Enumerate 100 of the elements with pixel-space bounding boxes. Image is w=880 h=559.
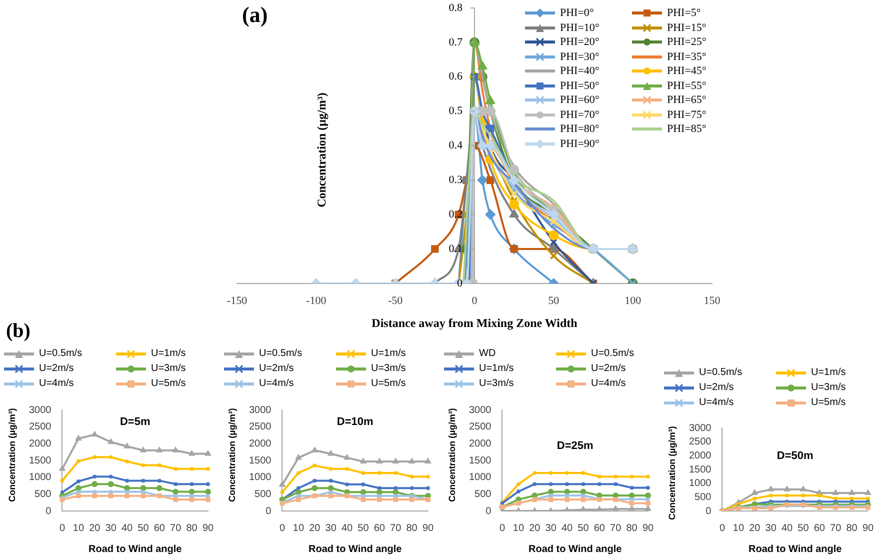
y-tick-label: 2000 [28,438,52,450]
legend-label: U=2m/s [699,382,734,393]
x-tick-label: 70 [830,522,842,534]
x-tick-label: 60 [814,522,826,534]
x-tick-label: 70 [390,522,402,534]
legend-label: U=4m/s [591,378,626,389]
x-tick-label: 90 [642,522,654,534]
y-axis-title: Concentration (µg/m³) [227,408,237,502]
y-axis-title: Concentration (µg/m³) [447,408,457,502]
chart-title: (a) [242,2,268,28]
legend-label: PHI=70° [560,108,600,121]
legend-label: U=1m/s [479,363,514,374]
x-tick-label: 40 [121,522,134,534]
y-axis-title: Concentration (µg/m³) [7,408,17,502]
x-tick-label: 150 [704,294,721,307]
legend-label: U=4m/s [39,378,74,389]
x-tick-label: 30 [765,522,777,534]
legend-label: PHI=65° [667,94,706,106]
x-tick-label: 20 [529,522,541,534]
legend-label: U=2m/s [39,363,74,374]
y-tick-label: 500 [34,488,52,500]
y-tick-label: 3000 [688,422,712,434]
y-tick-label: 0 [457,277,463,290]
legend-label: PHI=15° [667,22,706,34]
x-tick-label: 60 [154,522,166,534]
legend-label: PHI=80° [560,123,600,136]
y-tick-label: 1500 [28,455,52,466]
text: D=25m [556,440,594,452]
y-tick-label: 0.7 [448,36,463,48]
y-tick-label: 1500 [688,464,712,476]
y-tick-label: 1000 [28,472,52,484]
x-tick-label: 50 [138,522,150,534]
x-tick-label: 0 [499,522,506,534]
text: D=5m [120,416,150,428]
x-tick-label: 20 [749,522,761,534]
y-tick-label: 1000 [468,472,492,484]
legend-label: WD [479,348,496,359]
x-tick-label: 50 [548,294,560,307]
legend-label: PHI=45° [667,65,706,78]
legend-label: U=3m/s [479,378,514,389]
text: D=50m [776,450,814,462]
x-tick-label: 60 [374,522,386,534]
x-tick-label: 100 [624,294,642,307]
x-tick-label: 40 [561,522,574,534]
legend-label: U=1m/s [371,348,406,359]
y-tick-label: 0 [46,506,52,517]
x-tick-label: 90 [422,522,434,534]
legend-label: U=1m/s [811,367,846,378]
x-axis-title: Road to Wind angle [748,544,842,555]
y-axis-title: Concentration (µg/m³) [667,426,677,520]
y-tick-label: 1000 [688,478,712,490]
x-tick-label: 50 [578,522,590,534]
legend-label: PHI=20° [560,36,600,48]
legend-label: PHI=75° [667,108,706,121]
legend-label: U=5m/s [151,378,186,389]
y-tick-label: 3000 [248,404,272,416]
x-tick-label: 20 [89,522,101,534]
x-tick-label: 70 [610,522,622,534]
x-tick-label: 20 [309,522,321,534]
y-tick-label: 2500 [688,436,712,448]
legend-label: PHI=5° [667,7,701,20]
x-tick-label: 30 [545,522,557,534]
y-tick-label: 2000 [468,438,492,450]
x-tick-label: 40 [781,522,794,534]
y-tick-label: 0 [486,506,492,517]
legend-label: U=4m/s [699,397,734,408]
y-tick-label: 0.4 [448,140,463,152]
legend-label: U=2m/s [591,363,626,374]
x-tick-label: 10 [732,522,744,534]
legend-label: U=0.5m/s [699,367,742,378]
legend-label: PHI=40° [560,65,600,78]
legend-label: PHI=35° [667,50,706,63]
x-tick-label: 80 [186,522,198,534]
y-tick-label: 500 [474,488,492,500]
x-tick-label: 0 [279,522,286,534]
legend-label: U=1m/s [151,348,186,359]
x-tick-label: 0 [59,522,66,534]
x-tick-label: 30 [325,522,337,534]
x-tick-label: 50 [358,522,370,534]
x-axis-title: Distance away from Mixing Zone Width [372,316,578,330]
y-tick-label: 500 [694,492,712,503]
legend-label: PHI=10° [560,22,600,34]
x-tick-label: 90 [202,522,214,534]
x-tick-label: 50 [798,522,810,534]
y-tick-label: 3000 [28,404,52,416]
legend-label: U=5m/s [371,378,406,389]
x-tick-label: -150 [226,294,248,307]
y-tick-label: 3000 [468,404,492,416]
x-tick-label: 0 [719,522,726,534]
legend-label: PHI=55° [667,80,706,92]
y-tick-label: 2500 [248,422,272,433]
y-tick-label: 0.5 [448,105,463,118]
y-tick-label: 0.8 [448,2,463,14]
x-tick-label: 10 [72,522,84,534]
x-axis-title: Road to Wind angle [88,544,182,555]
y-tick-label: 1500 [248,455,272,466]
x-tick-label: 60 [594,522,606,534]
x-tick-label: 80 [846,522,858,534]
legend-label: PHI=25° [667,36,706,48]
legend-label: U=3m/s [811,382,846,393]
